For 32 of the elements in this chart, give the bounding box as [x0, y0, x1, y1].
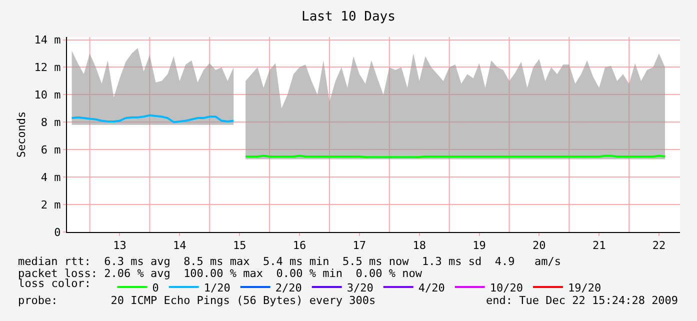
text: packet loss: 2.06 % avg 100.00 % max 0.00 % min 0.00 % now [18, 267, 422, 280]
legend-label: 19/20 [568, 281, 602, 294]
y-tick-label: 2 m [40, 198, 62, 212]
text: probe: 20 ICMP Echo Pings (56 Bytes) every 300s [18, 294, 376, 307]
y-tick-label: 8 m [40, 116, 62, 129]
legend-label: 1/20 [204, 281, 230, 294]
legend-label: 2/20 [275, 281, 302, 294]
x-tick-label: 21 [592, 239, 606, 252]
legend-label: 3/20 [346, 281, 374, 294]
legend-label: 10/20 [490, 281, 523, 294]
y-tick-label: 6 m [40, 143, 62, 156]
x-tick-label: 18 [412, 239, 426, 252]
y-tick-label: 4 m [40, 170, 62, 184]
x-tick-label: 19 [472, 239, 486, 252]
y-tick-label: 10 m [34, 88, 62, 102]
x-tick-label: 14 [173, 239, 187, 252]
legend-label: 4/20 [418, 281, 445, 294]
x-tick-label: 20 [532, 239, 546, 252]
legend-label: 0 [152, 281, 159, 294]
x-tick-label: 22 [652, 239, 666, 252]
y-tick-label: 12 m [34, 61, 62, 74]
line-series [70, 114, 235, 124]
x-tick-label: 17 [352, 239, 366, 252]
chart-title: Last 10 Days [302, 10, 396, 25]
x-tick-label: 16 [292, 239, 306, 252]
y-tick-label: 0 [54, 226, 61, 239]
y-tick-label: 14 m [34, 34, 62, 47]
y-axis-title: Seconds [14, 111, 28, 158]
text: end: Tue Dec 22 15:24:28 2009 [486, 294, 678, 307]
text: median rtt: 6.3 ms avg 8.5 ms max 5.4 ms min 5.5 ms now 1.3 ms sd 4.9 am/s [18, 255, 562, 268]
x-tick-label: 15 [232, 239, 246, 252]
x-tick-label: 13 [113, 239, 126, 252]
